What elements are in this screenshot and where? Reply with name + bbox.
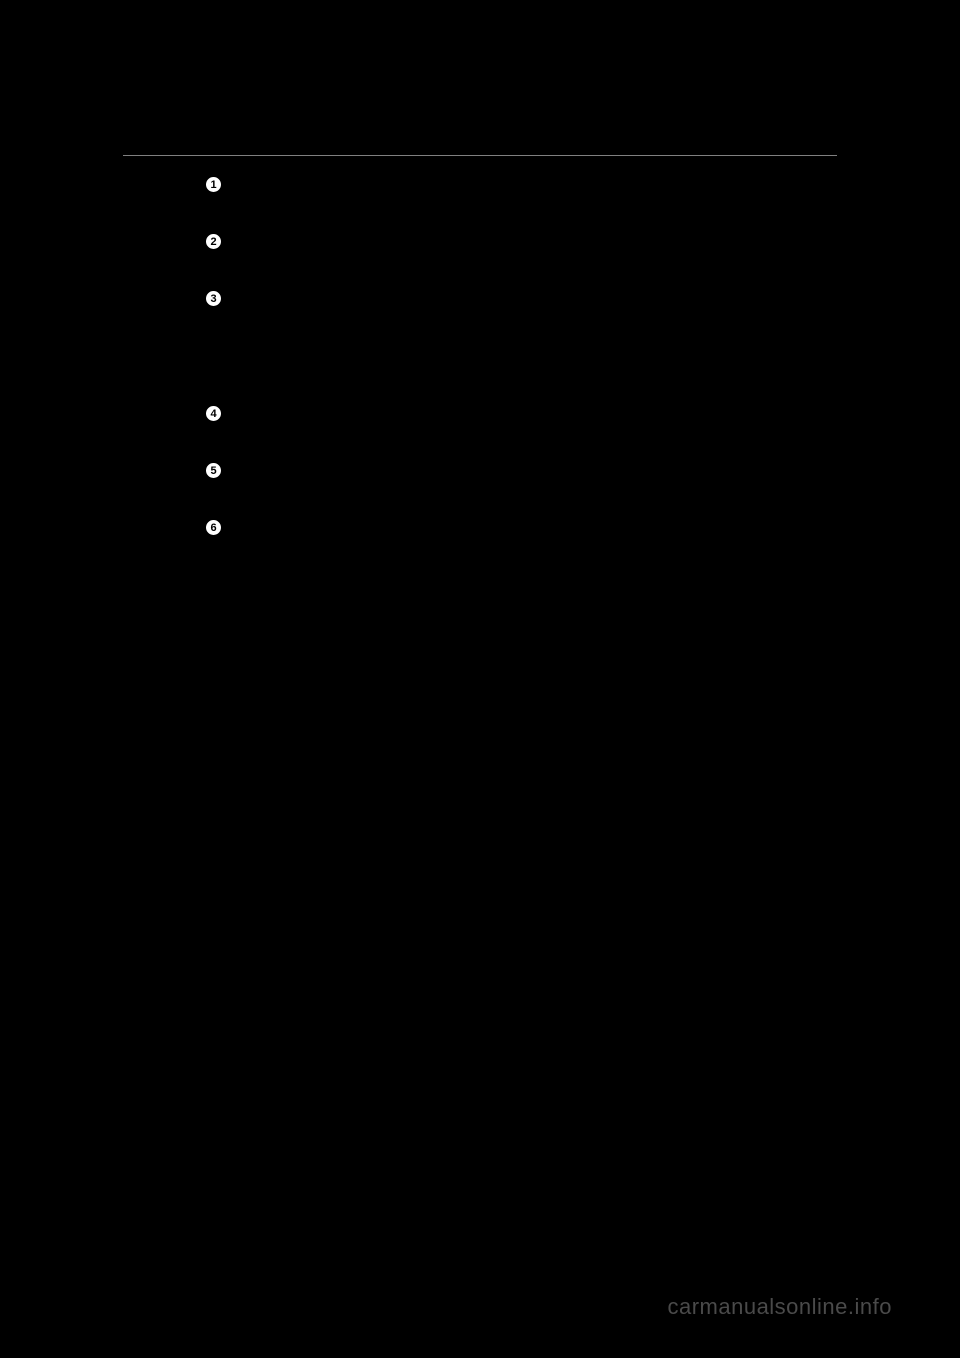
circled-number-icon: 4 <box>205 405 222 422</box>
item-number: 2 <box>210 236 216 248</box>
item-number: 1 <box>210 179 216 191</box>
item-number: 5 <box>210 465 216 477</box>
list-item: 3 <box>205 288 837 307</box>
circled-number-icon: 1 <box>205 176 222 193</box>
list-item: 4 <box>205 403 837 422</box>
watermark-text: carmanualsonline.info <box>667 1294 892 1320</box>
item-number: 6 <box>210 522 216 534</box>
circled-number-icon: 3 <box>205 290 222 307</box>
item-number: 4 <box>210 408 216 420</box>
list-item: 6 <box>205 517 837 536</box>
section-divider <box>123 155 837 156</box>
circled-number-icon: 2 <box>205 233 222 250</box>
circled-number-icon: 6 <box>205 519 222 536</box>
page-content: 1 2 3 4 5 6 <box>123 155 837 574</box>
list-item: 5 <box>205 460 837 479</box>
list-item: 1 <box>205 174 837 193</box>
circled-number-icon: 5 <box>205 462 222 479</box>
item-number: 3 <box>210 293 216 305</box>
numbered-list: 1 2 3 4 5 6 <box>123 174 837 536</box>
list-item: 2 <box>205 231 837 250</box>
